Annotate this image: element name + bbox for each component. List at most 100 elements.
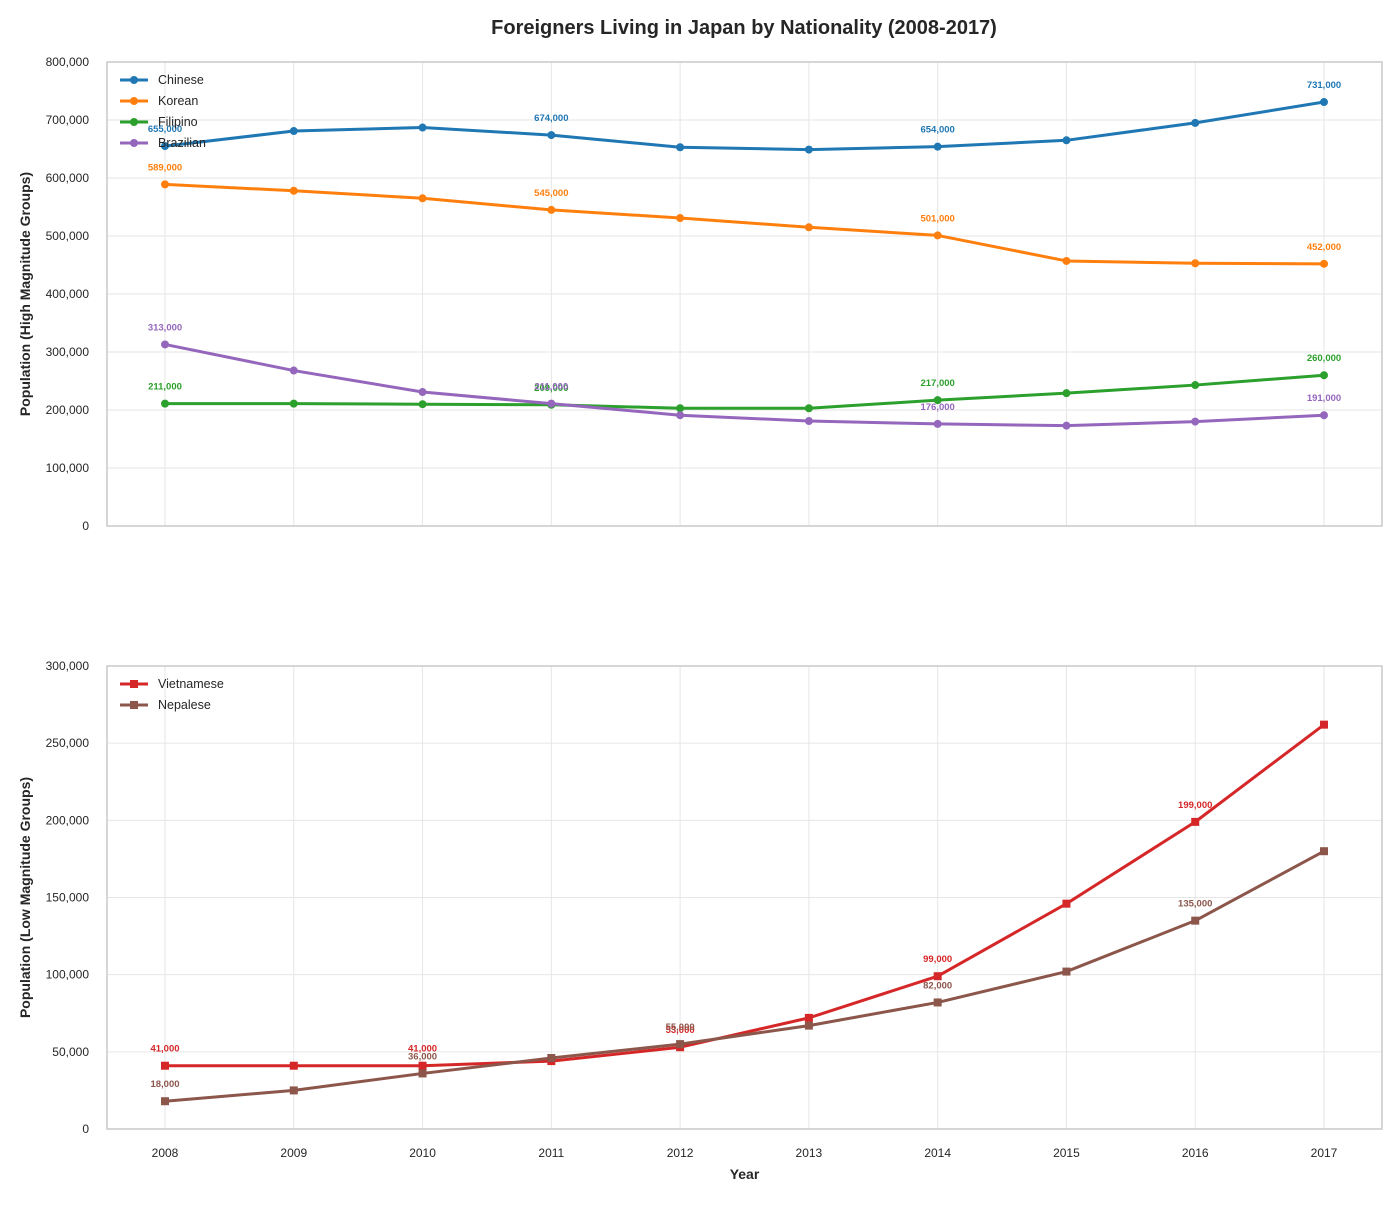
data-point xyxy=(1062,899,1071,908)
data-label: 41,000 xyxy=(150,1044,179,1055)
data-point xyxy=(289,1061,298,1070)
series-nepalese: 18,000 36,000 55,000 82,000 135,000 xyxy=(150,847,1328,1106)
data-point xyxy=(1062,136,1071,145)
data-point xyxy=(161,399,169,408)
data-point xyxy=(1062,421,1071,430)
y-tick-label: 100,000 xyxy=(46,461,90,475)
data-label: 82,000 xyxy=(923,980,952,991)
y-tick-label: 400,000 xyxy=(46,287,90,301)
axes-frame xyxy=(106,665,1383,1130)
y-tick-label: 100,000 xyxy=(46,968,90,982)
data-label: 731,000 xyxy=(1307,80,1341,91)
data-label: 260,000 xyxy=(1307,353,1341,364)
data-point xyxy=(676,143,685,152)
data-label: 674,000 xyxy=(534,113,568,124)
data-point xyxy=(1320,98,1328,107)
data-point xyxy=(676,214,685,223)
data-point xyxy=(289,366,298,375)
data-point xyxy=(418,400,427,409)
data-point xyxy=(289,186,298,195)
y-tick-label: 500,000 xyxy=(46,229,90,243)
data-point xyxy=(1191,259,1200,268)
data-point xyxy=(933,972,942,981)
x-axis-label: Year xyxy=(730,1166,760,1182)
data-point xyxy=(418,123,427,132)
legend-marker xyxy=(130,680,138,688)
y-tick-label: 300,000 xyxy=(46,345,90,359)
series-line-korean xyxy=(164,182,1325,266)
data-point xyxy=(804,404,813,413)
data-label: 99,000 xyxy=(923,954,952,965)
data-point xyxy=(1191,381,1200,390)
y-axis-label: Population (High Magnitude Groups) xyxy=(17,172,33,416)
data-point xyxy=(804,1013,813,1022)
legend-marker xyxy=(130,118,138,126)
y-axis-label: Population (Low Magnitude Groups) xyxy=(17,777,33,1018)
data-point xyxy=(547,205,556,214)
data-point xyxy=(933,998,942,1007)
x-tick-label: 2017 xyxy=(1311,1146,1338,1160)
y-tick-label: 200,000 xyxy=(46,813,90,827)
legend-label: Nepalese xyxy=(158,698,211,712)
data-point xyxy=(1191,817,1200,826)
data-point xyxy=(1320,411,1328,420)
data-label: 191,000 xyxy=(1307,393,1341,404)
data-point xyxy=(547,1054,556,1063)
x-tick-label: 2011 xyxy=(538,1146,564,1160)
legend-label: Chinese xyxy=(158,73,204,87)
data-point xyxy=(161,142,169,151)
data-point xyxy=(1191,417,1200,426)
y-tick-label: 700,000 xyxy=(46,113,90,127)
data-label: 135,000 xyxy=(1178,899,1212,910)
data-point xyxy=(933,231,942,240)
data-point xyxy=(1191,118,1200,127)
data-point xyxy=(547,399,556,408)
data-label: 41,000 xyxy=(408,1044,437,1055)
series-line-vietnamese xyxy=(165,723,1325,1068)
data-point xyxy=(1191,916,1200,925)
y-tick-label: 800,000 xyxy=(46,55,90,69)
data-point xyxy=(161,340,169,349)
y-tick-label: 300,000 xyxy=(46,659,90,673)
data-point xyxy=(804,417,813,426)
y-tick-label: 250,000 xyxy=(46,736,90,750)
data-point xyxy=(418,194,427,203)
data-label: 176,000 xyxy=(920,402,954,413)
y-tick-label: 0 xyxy=(82,519,89,533)
data-label: 654,000 xyxy=(920,125,954,136)
data-label: 199,000 xyxy=(1178,800,1212,811)
data-label: 211,000 xyxy=(534,382,568,393)
data-label: 55,000 xyxy=(666,1022,695,1033)
data-label: 217,000 xyxy=(920,378,954,389)
data-point xyxy=(804,223,813,232)
x-tick-label: 2012 xyxy=(667,1146,694,1160)
y-tick-label: 50,000 xyxy=(52,1045,89,1059)
series-line-brazilian xyxy=(164,342,1325,428)
data-point xyxy=(418,1061,427,1070)
legend-label: Vietnamese xyxy=(158,677,224,691)
data-label: 545,000 xyxy=(534,188,568,199)
data-point xyxy=(1062,967,1071,976)
legend-label: Brazilian xyxy=(158,136,206,150)
y-tick-label: 200,000 xyxy=(46,403,90,417)
data-point xyxy=(1320,259,1328,268)
data-point xyxy=(1320,847,1328,856)
series-chinese: 655,000 674,000 654,000 731,000 xyxy=(148,80,1341,154)
data-label: 655,000 xyxy=(148,124,182,135)
data-label: 36,000 xyxy=(408,1051,437,1062)
data-point xyxy=(289,127,298,136)
data-point xyxy=(804,1021,813,1030)
y-tick-label: 600,000 xyxy=(46,171,90,185)
data-label: 589,000 xyxy=(148,162,182,173)
series-line-filipino xyxy=(165,373,1325,410)
data-label: 313,000 xyxy=(148,322,182,333)
data-point xyxy=(547,131,556,140)
legend-marker xyxy=(130,139,138,147)
series-korean: 589,000 545,000 501,000 452,000 xyxy=(148,162,1341,268)
chart-title: Foreigners Living in Japan by Nationalit… xyxy=(491,17,997,39)
x-tick-label: 2014 xyxy=(924,1146,951,1160)
data-point xyxy=(1062,256,1071,265)
x-tick-label: 2015 xyxy=(1053,1146,1080,1160)
